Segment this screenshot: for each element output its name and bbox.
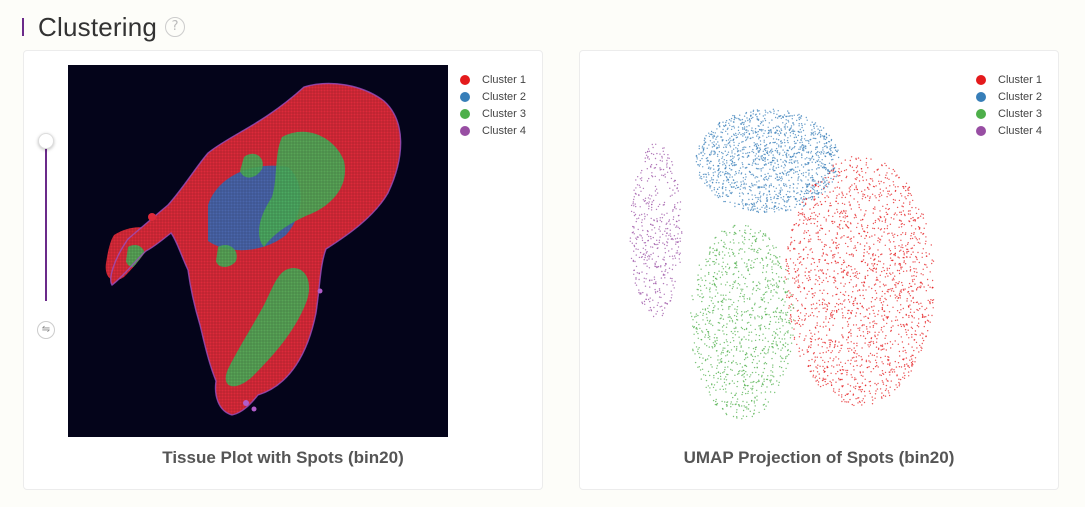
legend-dot: [976, 109, 986, 119]
legend-item[interactable]: Cluster 3: [976, 105, 1042, 122]
legend-item[interactable]: Cluster 4: [976, 122, 1042, 139]
tissue-plot-title: Tissue Plot with Spots (bin20): [24, 448, 542, 468]
tissue-plot-canvas[interactable]: [68, 65, 448, 437]
legend-label: Cluster 3: [998, 108, 1042, 120]
umap-plot-title: UMAP Projection of Spots (bin20): [580, 448, 1058, 468]
opacity-slider-track[interactable]: [45, 141, 47, 301]
help-icon[interactable]: ?: [165, 17, 185, 37]
tissue-plot-card: ⇋ Cluster 1: [23, 50, 543, 490]
swap-icon[interactable]: ⇋: [37, 321, 55, 339]
legend-dot: [460, 75, 470, 85]
legend-label: Cluster 1: [482, 74, 526, 86]
legend-item[interactable]: Cluster 4: [460, 122, 526, 139]
legend-item[interactable]: Cluster 2: [976, 88, 1042, 105]
legend-item[interactable]: Cluster 1: [460, 71, 526, 88]
umap-legend: Cluster 1 Cluster 2 Cluster 3 Cluster 4: [976, 71, 1042, 139]
legend-dot: [460, 126, 470, 136]
umap-plot-card: Cluster 1 Cluster 2 Cluster 3 Cluster 4 …: [579, 50, 1059, 490]
legend-label: Cluster 4: [482, 125, 526, 137]
opacity-slider-handle[interactable]: [38, 133, 54, 149]
header-accent-bar: [22, 18, 24, 36]
legend-item[interactable]: Cluster 1: [976, 71, 1042, 88]
legend-item[interactable]: Cluster 2: [460, 88, 526, 105]
legend-dot: [976, 92, 986, 102]
legend-label: Cluster 4: [998, 125, 1042, 137]
legend-label: Cluster 3: [482, 108, 526, 120]
umap-scatter-canvas[interactable]: [600, 71, 960, 431]
legend-dot: [976, 75, 986, 85]
legend-dot: [460, 92, 470, 102]
page-title: Clustering: [38, 12, 157, 43]
legend-label: Cluster 1: [998, 74, 1042, 86]
legend-dot: [460, 109, 470, 119]
legend-dot: [976, 126, 986, 136]
legend-item[interactable]: Cluster 3: [460, 105, 526, 122]
tissue-legend: Cluster 1 Cluster 2 Cluster 3 Cluster 4: [460, 71, 526, 139]
section-header: Clustering ?: [22, 10, 185, 44]
umap-points: [630, 109, 935, 420]
legend-label: Cluster 2: [998, 91, 1042, 103]
legend-label: Cluster 2: [482, 91, 526, 103]
